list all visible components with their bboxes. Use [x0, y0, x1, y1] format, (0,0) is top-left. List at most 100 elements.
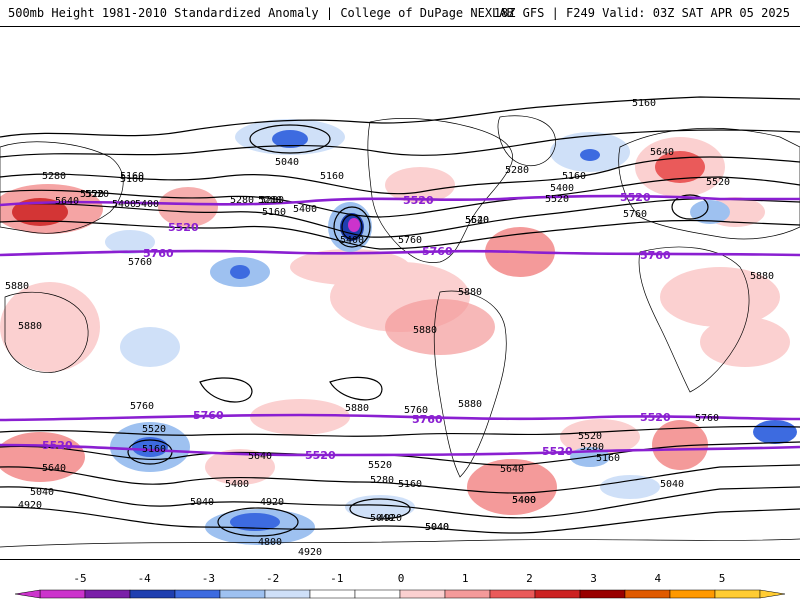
colorbar-tick-label: 4 [654, 572, 661, 585]
colorbar-tick-label: 5 [719, 572, 726, 585]
height-label: 5280 [580, 442, 604, 453]
height-label: 5400 [550, 183, 574, 194]
height-label: 5160 [142, 444, 166, 455]
height-label: 5400 [512, 495, 536, 506]
climo-label: 5760 [412, 413, 443, 426]
colorbar-tick-label: 1 [462, 572, 469, 585]
map-title: 500mb Height 1981-2010 Standardized Anom… [8, 6, 514, 20]
height-label: 4920 [378, 513, 402, 524]
height-label: 5640 [650, 147, 674, 158]
height-label: 5520 [142, 424, 166, 435]
height-label: 5880 [458, 287, 482, 298]
height-label: 5520 [706, 177, 730, 188]
height-label: 5400 [225, 479, 249, 490]
height-label: 5520 [578, 431, 602, 442]
height-label: 4920 [260, 497, 284, 508]
height-label: 5160 [398, 479, 422, 490]
height-label: 5400 [135, 199, 159, 210]
height-label: 5520 [85, 189, 109, 200]
climo-label: 5760 [422, 245, 453, 258]
height-label: 5640 [500, 464, 524, 475]
height-label: 5160 [596, 453, 620, 464]
colorbar-swatch [354, 589, 401, 599]
height-label: 5040 [660, 479, 684, 490]
climo-label: 5520 [620, 191, 651, 204]
coastlines [0, 115, 800, 548]
colorbar-canvas: -5 -4 -3 -2 -1 0 1 2 3 4 5 [14, 572, 786, 599]
height-label: 5640 [465, 215, 489, 226]
colorbar-max-extend [759, 589, 786, 599]
height-label: 5280 [258, 195, 282, 206]
height-label: 5280 [370, 475, 394, 486]
height-label: 5160 [320, 171, 344, 182]
height-label: 5040 [425, 522, 449, 533]
height-label: 5160 [562, 171, 586, 182]
height-label: 5280 [42, 171, 66, 182]
colorbar-swatch [39, 589, 86, 599]
colorbar-tick-label: 0 [398, 572, 405, 585]
height-label: 5040 [425, 522, 449, 533]
height-label: 5040 [370, 513, 394, 524]
colorbar-swatch [714, 589, 761, 599]
climo-label: 5520 [168, 221, 199, 234]
colorbar-swatch [264, 589, 311, 599]
climatology-contours [0, 194, 800, 457]
colorbar-swatch [399, 589, 446, 599]
height-label: 5760 [130, 401, 154, 412]
colorbar-tick-labels: -5 -4 -3 -2 -1 0 1 2 3 4 5 [73, 572, 725, 585]
height-label: 5760 [128, 257, 152, 268]
height-label: 5520 [545, 194, 569, 205]
height-label: 5280 [230, 195, 254, 206]
height-label: 5640 [248, 451, 272, 462]
colorbar-swatch [174, 589, 221, 599]
height-label: 5880 [458, 399, 482, 410]
colorbar-swatch [534, 589, 581, 599]
climo-label: 5520 [640, 411, 671, 424]
climo-label: 5520 [305, 449, 336, 462]
height-labels: 5160 5040 5160 5280 5160 5280 5400 5520 … [5, 98, 774, 558]
colorbar-swatches [14, 589, 786, 599]
height-label: 5040 [275, 157, 299, 168]
height-label: 5160 [120, 171, 144, 182]
height-label: 5400 [512, 495, 536, 506]
height-label: 5760 [398, 235, 422, 246]
height-label: 5880 [750, 271, 774, 282]
height-label: 5640 [55, 196, 79, 207]
model-run-info: 18Z GFS | F249 Valid: 03Z SAT APR 05 202… [493, 6, 790, 20]
climo-label: 5760 [640, 249, 671, 262]
colorbar-tick-label: -1 [330, 572, 343, 585]
height-label: 5400 [293, 204, 317, 215]
colorbar-swatch [129, 589, 176, 599]
colorbar-swatch [444, 589, 491, 599]
colorbar: -5 -4 -3 -2 -1 0 1 2 3 4 5 [0, 560, 800, 600]
climo-label: 5520 [42, 439, 73, 452]
height-label: 5520 [80, 189, 104, 200]
height-label: 5520 [368, 460, 392, 471]
height-label: 4920 [298, 547, 322, 558]
height-label: 5400 [340, 235, 364, 246]
height-label: 5040 [190, 497, 214, 508]
climo-label: 5760 [193, 409, 224, 422]
colorbar-swatch [669, 589, 716, 599]
colorbar-tick-label: -3 [202, 572, 215, 585]
anomaly-shading [0, 119, 797, 545]
height-label: 5160 [632, 98, 656, 109]
height-label: 5760 [695, 413, 719, 424]
height-label: 5040 [30, 487, 54, 498]
height-label: 5400 [112, 199, 136, 210]
climatology-labels: 5520 5520 5520 5760 5760 5760 5760 5760 … [42, 191, 671, 462]
climo-label: 5760 [143, 247, 174, 260]
height-label: 5880 [18, 321, 42, 332]
colorbar-swatch [219, 589, 266, 599]
colorbar-tick-label: -4 [138, 572, 152, 585]
colorbar-swatch [309, 589, 356, 599]
height-label: 5880 [413, 325, 437, 336]
climo-label: 5520 [403, 194, 434, 207]
map-canvas: 5160 5040 5160 5280 5160 5280 5400 5520 … [0, 96, 800, 558]
height-label: 5640 [42, 463, 66, 474]
climo-label: 5520 [542, 445, 573, 458]
height-label: 5880 [345, 403, 369, 414]
height-label: 5520 [465, 215, 489, 226]
colorbar-tick-label: 3 [590, 572, 597, 585]
colorbar-tick-label: -2 [266, 572, 279, 585]
